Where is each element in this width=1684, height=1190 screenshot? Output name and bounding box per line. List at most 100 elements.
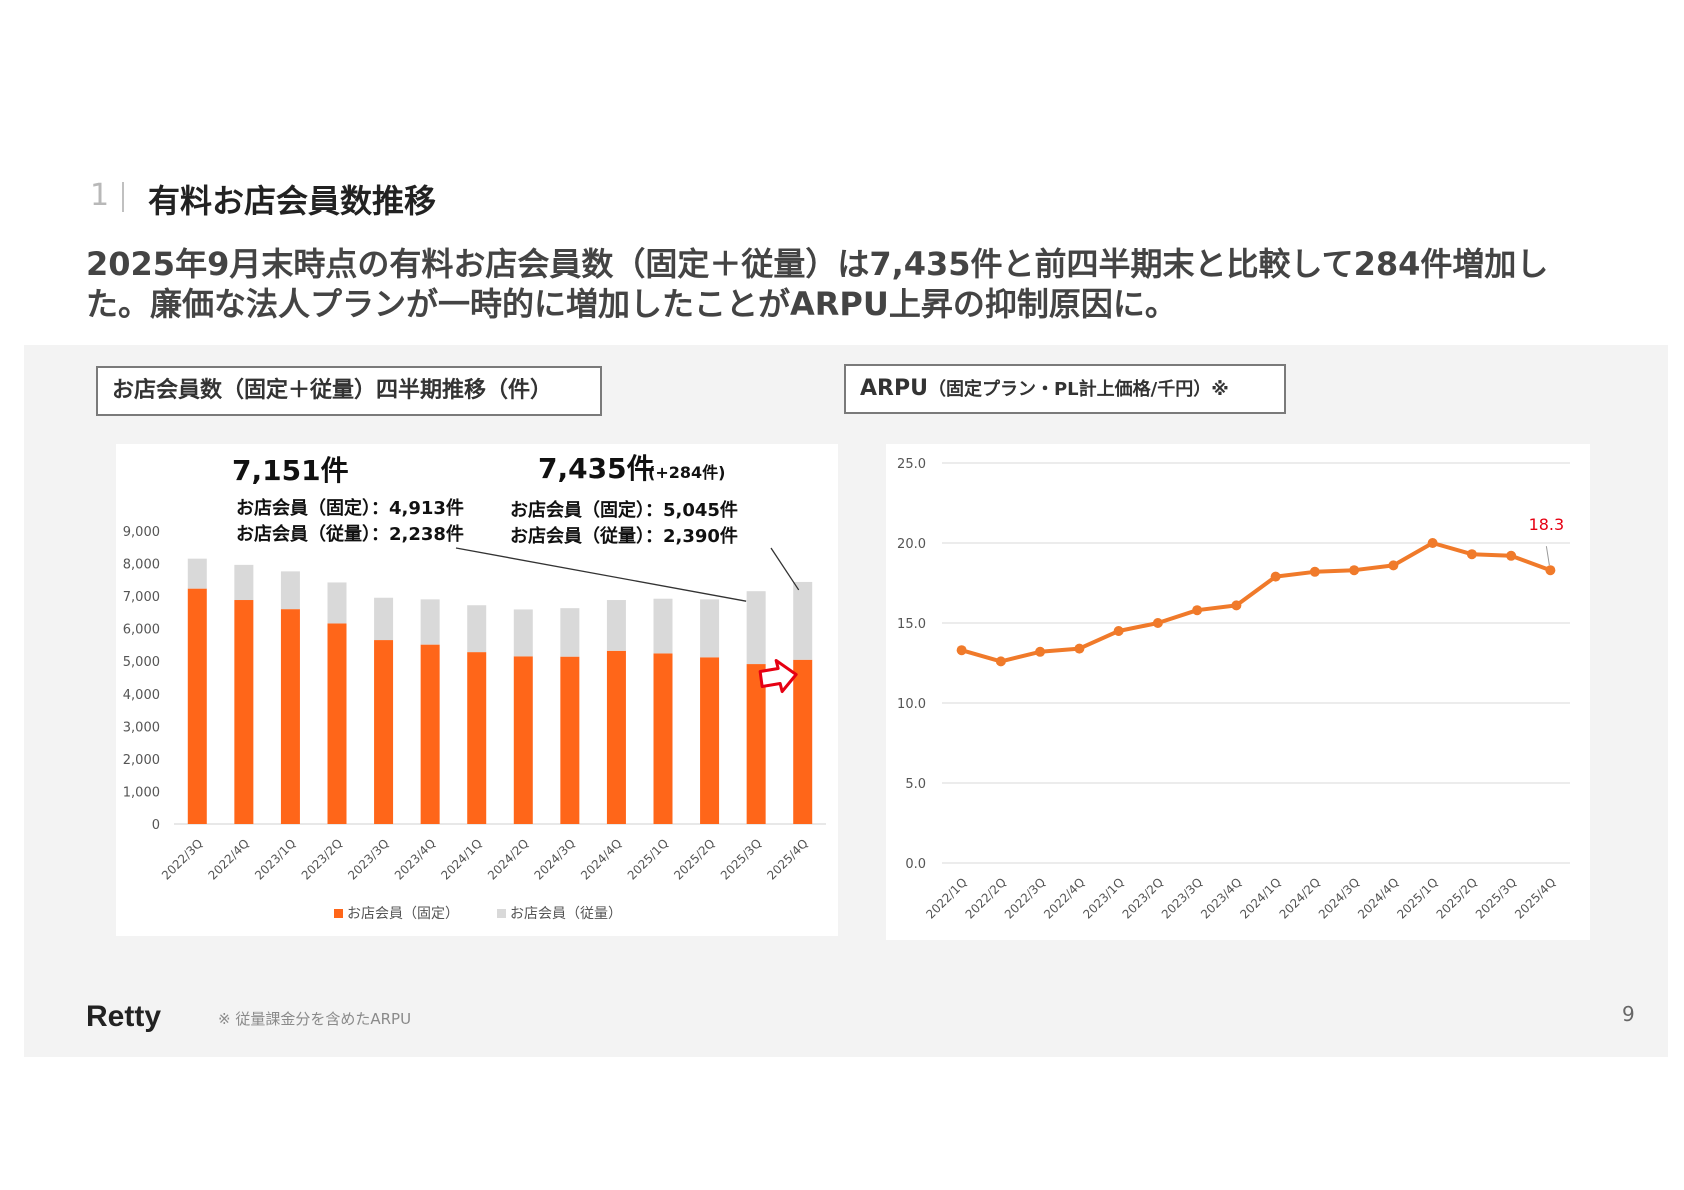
x-tick-label: 2025/2Q [671,836,717,882]
headline: 2025年9月末時点の有料お店会員数（固定＋従量）は7,435件と前四半期末と比… [86,245,1549,323]
y-tick-label: 3,000 [123,720,160,735]
arpu-data-point [1074,643,1085,654]
x-tick-label: 2025/4Q [764,836,810,882]
arpu-chart-svg: 0.05.010.015.020.025.02022/1Q2022/2Q2022… [897,457,1570,922]
bar-metered [467,605,487,653]
bar-metered [420,599,440,645]
x-tick-label: 2022/3Q [159,836,205,882]
bar-fixed [653,653,673,824]
member-count-chart-svg: 0 1,000 2,000 3,000 4,000 5,000 6,000 7,000 8,00… [123,452,826,922]
y-tick-label: 10.0 [897,697,926,712]
x-tick-label: 2025/1Q [625,836,671,882]
arpu-data-point [1309,566,1320,577]
member-count-label: お店会員数（固定＋従量）四半期推移（件） [96,366,602,416]
bar-fixed [374,640,394,824]
y-tick-label: 4,000 [123,688,160,703]
prev-metered-annotation: お店会員（従量）：2,238件 [236,523,464,545]
y-tick-label: 15.0 [897,617,926,632]
section-number: 1 [90,178,110,213]
arpu-data-point [1349,565,1360,576]
legend-label-metered: お店会員（従量） [510,906,622,922]
arpu-label-main: ARPU [860,376,928,401]
y-tick-label: 5.0 [905,777,926,792]
x-tick-label: 2025/2Q [1434,875,1480,921]
x-tick-label: 2024/4Q [578,836,624,882]
arpu-data-point [1113,626,1124,636]
y-tick-label: 20.0 [897,537,926,552]
bar-metered [187,558,207,589]
bar-fixed [234,600,254,824]
bar-metered [653,598,673,654]
legend-swatch-fixed [334,909,343,918]
bar-fixed [187,588,207,824]
curr-fixed-annotation: お店会員（固定）：5,045件 [510,499,738,521]
x-tick-label: 2022/3Q [1002,875,1048,921]
y-tick-label: 7,000 [123,590,160,605]
y-tick-label: 25.0 [897,457,926,472]
arpu-data-point [1231,600,1242,611]
bar-fixed [793,659,813,824]
arpu-data-point [1466,549,1477,560]
arpu-last-data-label: 18.3 [1529,515,1565,534]
y-tick-label: 8,000 [123,558,160,573]
data-label-leader [1545,546,1550,566]
bar-metered [280,571,300,610]
arpu-data-point [1427,538,1438,548]
section-title: 有料お店会員数推移 [148,182,437,220]
bar-metered [606,600,626,651]
legend-label-fixed: お店会員（固定） [347,906,459,922]
arpu-data-point [1152,618,1163,628]
arpu-data-point [1270,571,1281,582]
increase-arrow-icon [758,659,798,693]
curr-leader-line [770,547,800,591]
bar-metered [560,608,580,657]
x-tick-label: 2023/1Q [252,836,298,882]
retty-logo: Retty [86,1000,162,1033]
bar-fixed [560,656,580,824]
x-tick-label: 2025/3Q [1473,875,1519,921]
arpu-data-point [956,645,967,656]
y-tick-label: 9,000 [123,525,160,540]
x-tick-label: 2023/2Q [299,836,345,882]
section-divider [122,182,124,212]
arpu-series-line [961,541,1552,664]
y-tick-label: 1,000 [123,785,160,800]
x-tick-label: 2024/4Q [1355,875,1401,921]
curr-total-annotation: 7,435件 [538,452,655,485]
x-tick-label: 2022/2Q [963,875,1009,921]
legend-swatch-metered [497,909,506,918]
x-tick-label: 2023/3Q [345,836,391,882]
arpu-data-point [1388,560,1399,571]
arpu-label: ARPU（固定プラン・PL計上価格/千円）※ [844,364,1286,414]
curr-change-annotation: (+284件) [648,463,725,482]
arpu-data-point [995,656,1006,667]
bar-metered [746,591,766,665]
bar-fixed [280,609,300,824]
bar-fixed [700,657,720,824]
bar-metered [700,599,720,658]
y-tick-label: 0.0 [905,857,926,872]
bar-fixed [606,650,626,824]
bar-fixed [420,644,440,824]
bar-fixed [327,623,347,824]
arpu-data-point [1506,550,1517,561]
x-tick-label: 2024/1Q [1237,875,1283,921]
x-tick-label: 2025/4Q [1512,875,1558,921]
arpu-label-sub: （固定プラン・PL計上価格/千円）※ [927,379,1229,400]
x-tick-label: 2023/1Q [1080,875,1126,921]
x-tick-label: 2023/2Q [1120,875,1166,921]
bar-metered [327,582,347,624]
x-tick-label: 2023/4Q [392,836,438,882]
x-tick-label: 2023/3Q [1159,875,1205,921]
y-tick-label: 6,000 [123,623,160,638]
bar-metered [374,597,394,641]
page-number: 9 [1622,1002,1635,1026]
x-tick-label: 2024/3Q [1316,875,1362,921]
arpu-chart: 0.0 5.0 10.0 15.0 20.0 25.0 2022/1Q 2022/2Q 2022… [886,444,1590,940]
bar-metered [793,581,813,660]
member-count-chart: 0 1,000 2,000 3,000 4,000 5,000 6,000 7,000 8,00… [116,444,838,936]
prev-total-annotation: 7,151件 [232,454,349,487]
curr-metered-annotation: お店会員（従量）：2,390件 [510,525,738,547]
bar-fixed [746,664,766,824]
prev-fixed-annotation: お店会員（固定）：4,913件 [236,497,464,519]
